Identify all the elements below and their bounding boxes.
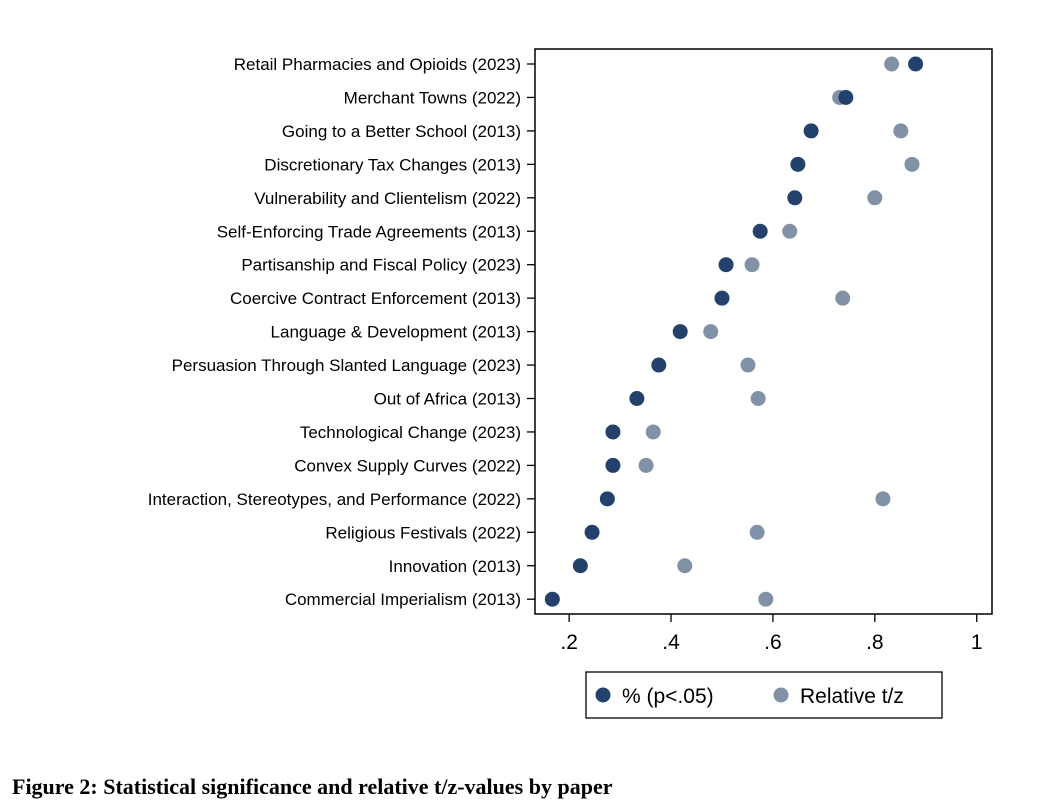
point-pct-significant: [584, 524, 600, 540]
point-pct-significant: [605, 457, 621, 473]
y-tick-label: Going to a Better School (2013): [282, 122, 521, 141]
legend-marker-pct-significant: [595, 687, 611, 703]
point-relative-tz: [867, 190, 883, 206]
point-relative-tz: [875, 491, 891, 507]
legend-box: [585, 671, 943, 719]
point-pct-significant: [787, 190, 803, 206]
point-relative-tz: [893, 123, 909, 139]
point-pct-significant: [790, 156, 806, 172]
point-pct-significant: [599, 491, 615, 507]
point-pct-significant: [629, 391, 645, 406]
point-relative-tz: [638, 457, 654, 473]
y-tick-label: Merchant Towns (2022): [344, 88, 521, 107]
point-pct-significant: [714, 290, 730, 306]
point-relative-tz: [835, 290, 851, 306]
y-tick-label: Out of Africa (2013): [374, 390, 521, 409]
x-tick-label: 1: [971, 631, 983, 654]
point-pct-significant: [672, 324, 688, 340]
point-pct-significant: [605, 424, 621, 440]
y-tick-label: Persuasion Through Slanted Language (202…: [172, 356, 521, 375]
y-tick-label: Commercial Imperialism (2013): [285, 590, 521, 609]
point-pct-significant: [752, 223, 768, 239]
point-pct-significant: [718, 257, 734, 273]
x-tick-label: .4: [662, 631, 680, 654]
legend-label: % (p<.05): [622, 685, 714, 708]
point-pct-significant: [803, 123, 819, 139]
point-pct-significant: [544, 591, 560, 607]
x-tick-label: .8: [866, 631, 884, 654]
y-tick-label: Vulnerability and Clientelism (2022): [254, 189, 521, 208]
point-relative-tz: [744, 257, 760, 273]
y-tick-label: Coercive Contract Enforcement (2013): [230, 289, 521, 308]
legend-label: Relative t/z: [800, 685, 904, 708]
figure-caption: Figure 2: Statistical significance and r…: [12, 774, 613, 799]
point-relative-tz: [645, 424, 661, 440]
legend-marker-relative-tz: [773, 687, 789, 703]
point-pct-significant: [838, 89, 854, 105]
y-tick-label: Retail Pharmacies and Opioids (2023): [234, 55, 521, 74]
y-tick-label: Technological Change (2023): [300, 423, 521, 442]
point-relative-tz: [758, 591, 774, 607]
x-tick-label: .6: [764, 631, 782, 654]
y-tick-label: Convex Supply Curves (2022): [294, 456, 521, 475]
y-tick-label: Self-Enforcing Trade Agreements (2013): [217, 222, 521, 241]
y-tick-label: Partisanship and Fiscal Policy (2023): [241, 256, 521, 275]
y-tick-label: Interaction, Stereotypes, and Performanc…: [148, 490, 521, 509]
point-relative-tz: [740, 357, 756, 373]
point-relative-tz: [884, 56, 900, 72]
point-relative-tz: [677, 558, 693, 574]
point-pct-significant: [908, 56, 924, 72]
y-tick-label: Religious Festivals (2022): [325, 523, 521, 542]
y-tick-label: Innovation (2013): [389, 557, 521, 576]
x-tick-label: .2: [560, 631, 578, 654]
point-relative-tz: [904, 156, 920, 172]
point-pct-significant: [572, 558, 588, 574]
point-relative-tz: [749, 524, 765, 540]
y-tick-label: Language & Development (2013): [271, 323, 521, 342]
y-tick-label: Discretionary Tax Changes (2013): [264, 155, 521, 174]
point-relative-tz: [750, 391, 766, 406]
point-relative-tz: [782, 223, 798, 239]
point-relative-tz: [703, 324, 719, 340]
point-pct-significant: [651, 357, 667, 373]
